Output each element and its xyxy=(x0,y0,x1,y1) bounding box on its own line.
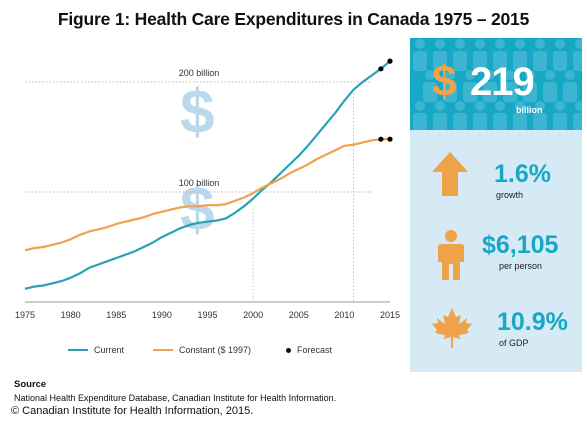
legend-constant-swatch xyxy=(153,349,173,351)
legend-constant: Constant ($ 1997) xyxy=(153,345,251,355)
gdp-label: of GDP xyxy=(499,338,529,348)
maple-leaf-icon xyxy=(432,308,472,348)
reference-line-label: 200 billion xyxy=(179,68,220,78)
legend-forecast: Forecast xyxy=(286,345,332,355)
legend-current-label: Current xyxy=(94,345,125,355)
copyright-text: © Canadian Institute for Health Informat… xyxy=(11,405,254,417)
stats-card: 1.6% growth $6,105 per person 10.9% of G… xyxy=(410,130,582,372)
people-pattern-icon xyxy=(413,39,582,130)
dollar-sign: $ xyxy=(432,57,457,106)
up-arrow-icon xyxy=(432,152,468,196)
per-person-value: $6,105 xyxy=(482,231,559,259)
legend-current: Current xyxy=(68,345,124,355)
x-tick-label: 1990 xyxy=(152,310,172,320)
expenditure-line-chart: $ $ 200 billion 100 billion 1975 1980 1985 1… xyxy=(15,58,400,320)
figure-title: Figure 1: Health Care Expenditures in Ca… xyxy=(57,9,530,29)
gdp-value: 10.9% xyxy=(497,308,568,336)
reference-line-label: 100 billion xyxy=(179,178,220,188)
series-line-constant xyxy=(24,139,373,252)
per-person-label: per person xyxy=(499,261,543,271)
legend-current-swatch xyxy=(68,349,88,351)
x-tick-label: 1995 xyxy=(197,310,217,320)
total-amount: 219 xyxy=(470,60,535,104)
legend-constant-label: Constant ($ 1997) xyxy=(179,345,252,355)
total-unit: billion xyxy=(516,105,543,115)
forecast-point xyxy=(378,66,384,72)
summary-panel: $ 219 billion 1.6% growth $6,105 per per… xyxy=(410,38,582,372)
dollar-watermark-icon: $ xyxy=(180,175,214,244)
x-tick-label: 1985 xyxy=(106,310,126,320)
x-tick-label: 2010 xyxy=(334,310,354,320)
x-tick-label: 1980 xyxy=(61,310,81,320)
forecast-point xyxy=(378,136,384,142)
growth-label: growth xyxy=(496,190,524,200)
x-tick-label: 2015 xyxy=(380,310,400,320)
total-spending-card: $ 219 billion xyxy=(410,38,582,130)
source-block: Source National Health Expenditure Datab… xyxy=(14,379,336,404)
x-tick-label: 2005 xyxy=(289,310,309,320)
series-line-current xyxy=(24,74,373,290)
x-tick-label: 2000 xyxy=(243,310,263,320)
source-text: National Health Expenditure Database, Ca… xyxy=(14,392,337,403)
forecast-point xyxy=(387,58,393,64)
growth-value: 1.6% xyxy=(494,160,551,188)
dollar-watermark-icon: $ xyxy=(180,78,214,147)
legend-forecast-dot xyxy=(286,347,291,353)
x-tick-label: 1975 xyxy=(15,310,35,320)
forecast-point xyxy=(387,136,393,142)
person-icon xyxy=(438,230,464,280)
source-heading: Source xyxy=(14,379,47,390)
legend-forecast-label: Forecast xyxy=(297,345,333,355)
